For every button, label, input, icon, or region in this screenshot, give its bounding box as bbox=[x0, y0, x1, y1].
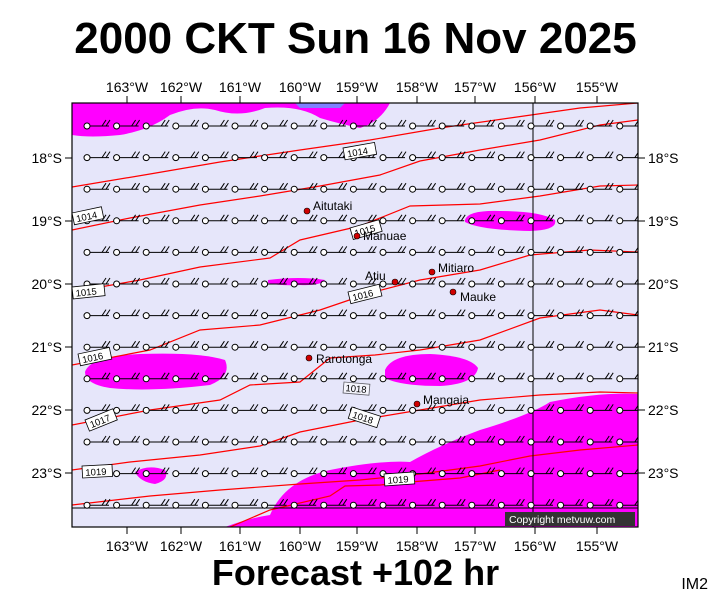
rain-mangaia-north bbox=[385, 354, 478, 386]
isobar-label: 1016 bbox=[351, 288, 374, 304]
isobar-label: 1015 bbox=[75, 286, 97, 299]
place-label: Atiu bbox=[365, 269, 386, 283]
lon-label: 155°W bbox=[576, 79, 619, 95]
place-label: Manuae bbox=[363, 229, 407, 243]
lat-label: 23°S bbox=[648, 465, 679, 481]
wind-barb bbox=[646, 246, 672, 255]
isobar-label: 1014 bbox=[75, 210, 98, 225]
forecast-label: Forecast +102 hr bbox=[211, 552, 500, 593]
wind-barb bbox=[646, 310, 672, 319]
lon-label: 163°W bbox=[106, 538, 149, 554]
isobar-label: 1019 bbox=[85, 467, 107, 479]
place-label: Mauke bbox=[460, 290, 496, 304]
lon-label: 157°W bbox=[454, 79, 497, 95]
place-marker bbox=[449, 288, 457, 296]
wind-barb bbox=[646, 183, 672, 192]
copyright-box bbox=[505, 512, 635, 526]
copyright-text: Copyright metvuw.com bbox=[509, 514, 615, 526]
wind-barb bbox=[646, 499, 672, 508]
lat-label: 22°S bbox=[31, 402, 62, 418]
lon-label: 162°W bbox=[160, 538, 203, 554]
place-label: Mitiaro bbox=[438, 261, 474, 275]
isobar-line bbox=[72, 309, 638, 426]
isobar-line bbox=[72, 103, 638, 188]
lon-label: 160°W bbox=[279, 538, 322, 554]
lat-label: 21°S bbox=[648, 339, 679, 355]
lat-label: 18°S bbox=[648, 150, 679, 166]
lon-label: 159°W bbox=[336, 79, 379, 95]
isobar-label: 1018 bbox=[345, 383, 367, 396]
place-marker bbox=[413, 400, 421, 408]
lat-label: 22°S bbox=[648, 402, 679, 418]
place-label: Aitutaki bbox=[313, 199, 352, 213]
lat-label: 21°S bbox=[31, 339, 62, 355]
lon-label: 160°W bbox=[279, 79, 322, 95]
place-marker bbox=[353, 232, 361, 240]
isobar-label: 1016 bbox=[81, 351, 104, 366]
place-marker bbox=[428, 268, 436, 276]
axis-ticks: 163°W 163°W 162°W 162°W 161°W 161°W 160°W 160°W… bbox=[31, 79, 678, 554]
place-marker bbox=[303, 207, 311, 215]
map-frame bbox=[71, 102, 639, 528]
lon-label: 161°W bbox=[219, 79, 262, 95]
lon-label: 156°W bbox=[514, 79, 557, 95]
place-label: Rarotonga bbox=[316, 352, 372, 366]
isobar-label: 1019 bbox=[387, 474, 409, 486]
lon-label: 155°W bbox=[576, 538, 619, 554]
isobar-label: 1014 bbox=[346, 146, 369, 161]
lon-label: 158°W bbox=[396, 538, 439, 554]
rain-23s-small bbox=[135, 467, 167, 484]
wind-barb bbox=[646, 373, 672, 382]
places: Aitutaki Manuae Atiu Mitiaro Mauke Rarot… bbox=[303, 199, 496, 408]
lat-label: 20°S bbox=[31, 276, 62, 292]
wind-barb bbox=[646, 436, 672, 445]
rain-areas bbox=[72, 103, 638, 527]
lon-label: 157°W bbox=[454, 538, 497, 554]
lat-label: 19°S bbox=[31, 213, 62, 229]
lon-label: 161°W bbox=[219, 538, 262, 554]
image-code: IM2 bbox=[681, 576, 708, 593]
rain-top-blue bbox=[295, 103, 345, 108]
place-marker bbox=[305, 354, 313, 362]
lon-label: 163°W bbox=[106, 79, 149, 95]
rain-top-left bbox=[72, 103, 390, 137]
map-title: 2000 CKT Sun 16 Nov 2025 bbox=[74, 14, 637, 63]
lat-label: 20°S bbox=[648, 276, 679, 292]
place-label: Mangaia bbox=[423, 393, 469, 407]
lon-label: 156°W bbox=[514, 538, 557, 554]
wind-barb bbox=[646, 120, 672, 129]
lon-label: 162°W bbox=[160, 79, 203, 95]
isobar-line bbox=[72, 119, 638, 231]
lon-label: 158°W bbox=[396, 79, 439, 95]
lon-label: 159°W bbox=[336, 538, 379, 554]
place-marker bbox=[391, 278, 399, 286]
lat-label: 18°S bbox=[31, 150, 62, 166]
lat-label: 23°S bbox=[31, 465, 62, 481]
lat-label: 19°S bbox=[648, 213, 679, 229]
rain-southeast bbox=[225, 393, 638, 527]
rain-rarotonga-west bbox=[85, 353, 227, 390]
